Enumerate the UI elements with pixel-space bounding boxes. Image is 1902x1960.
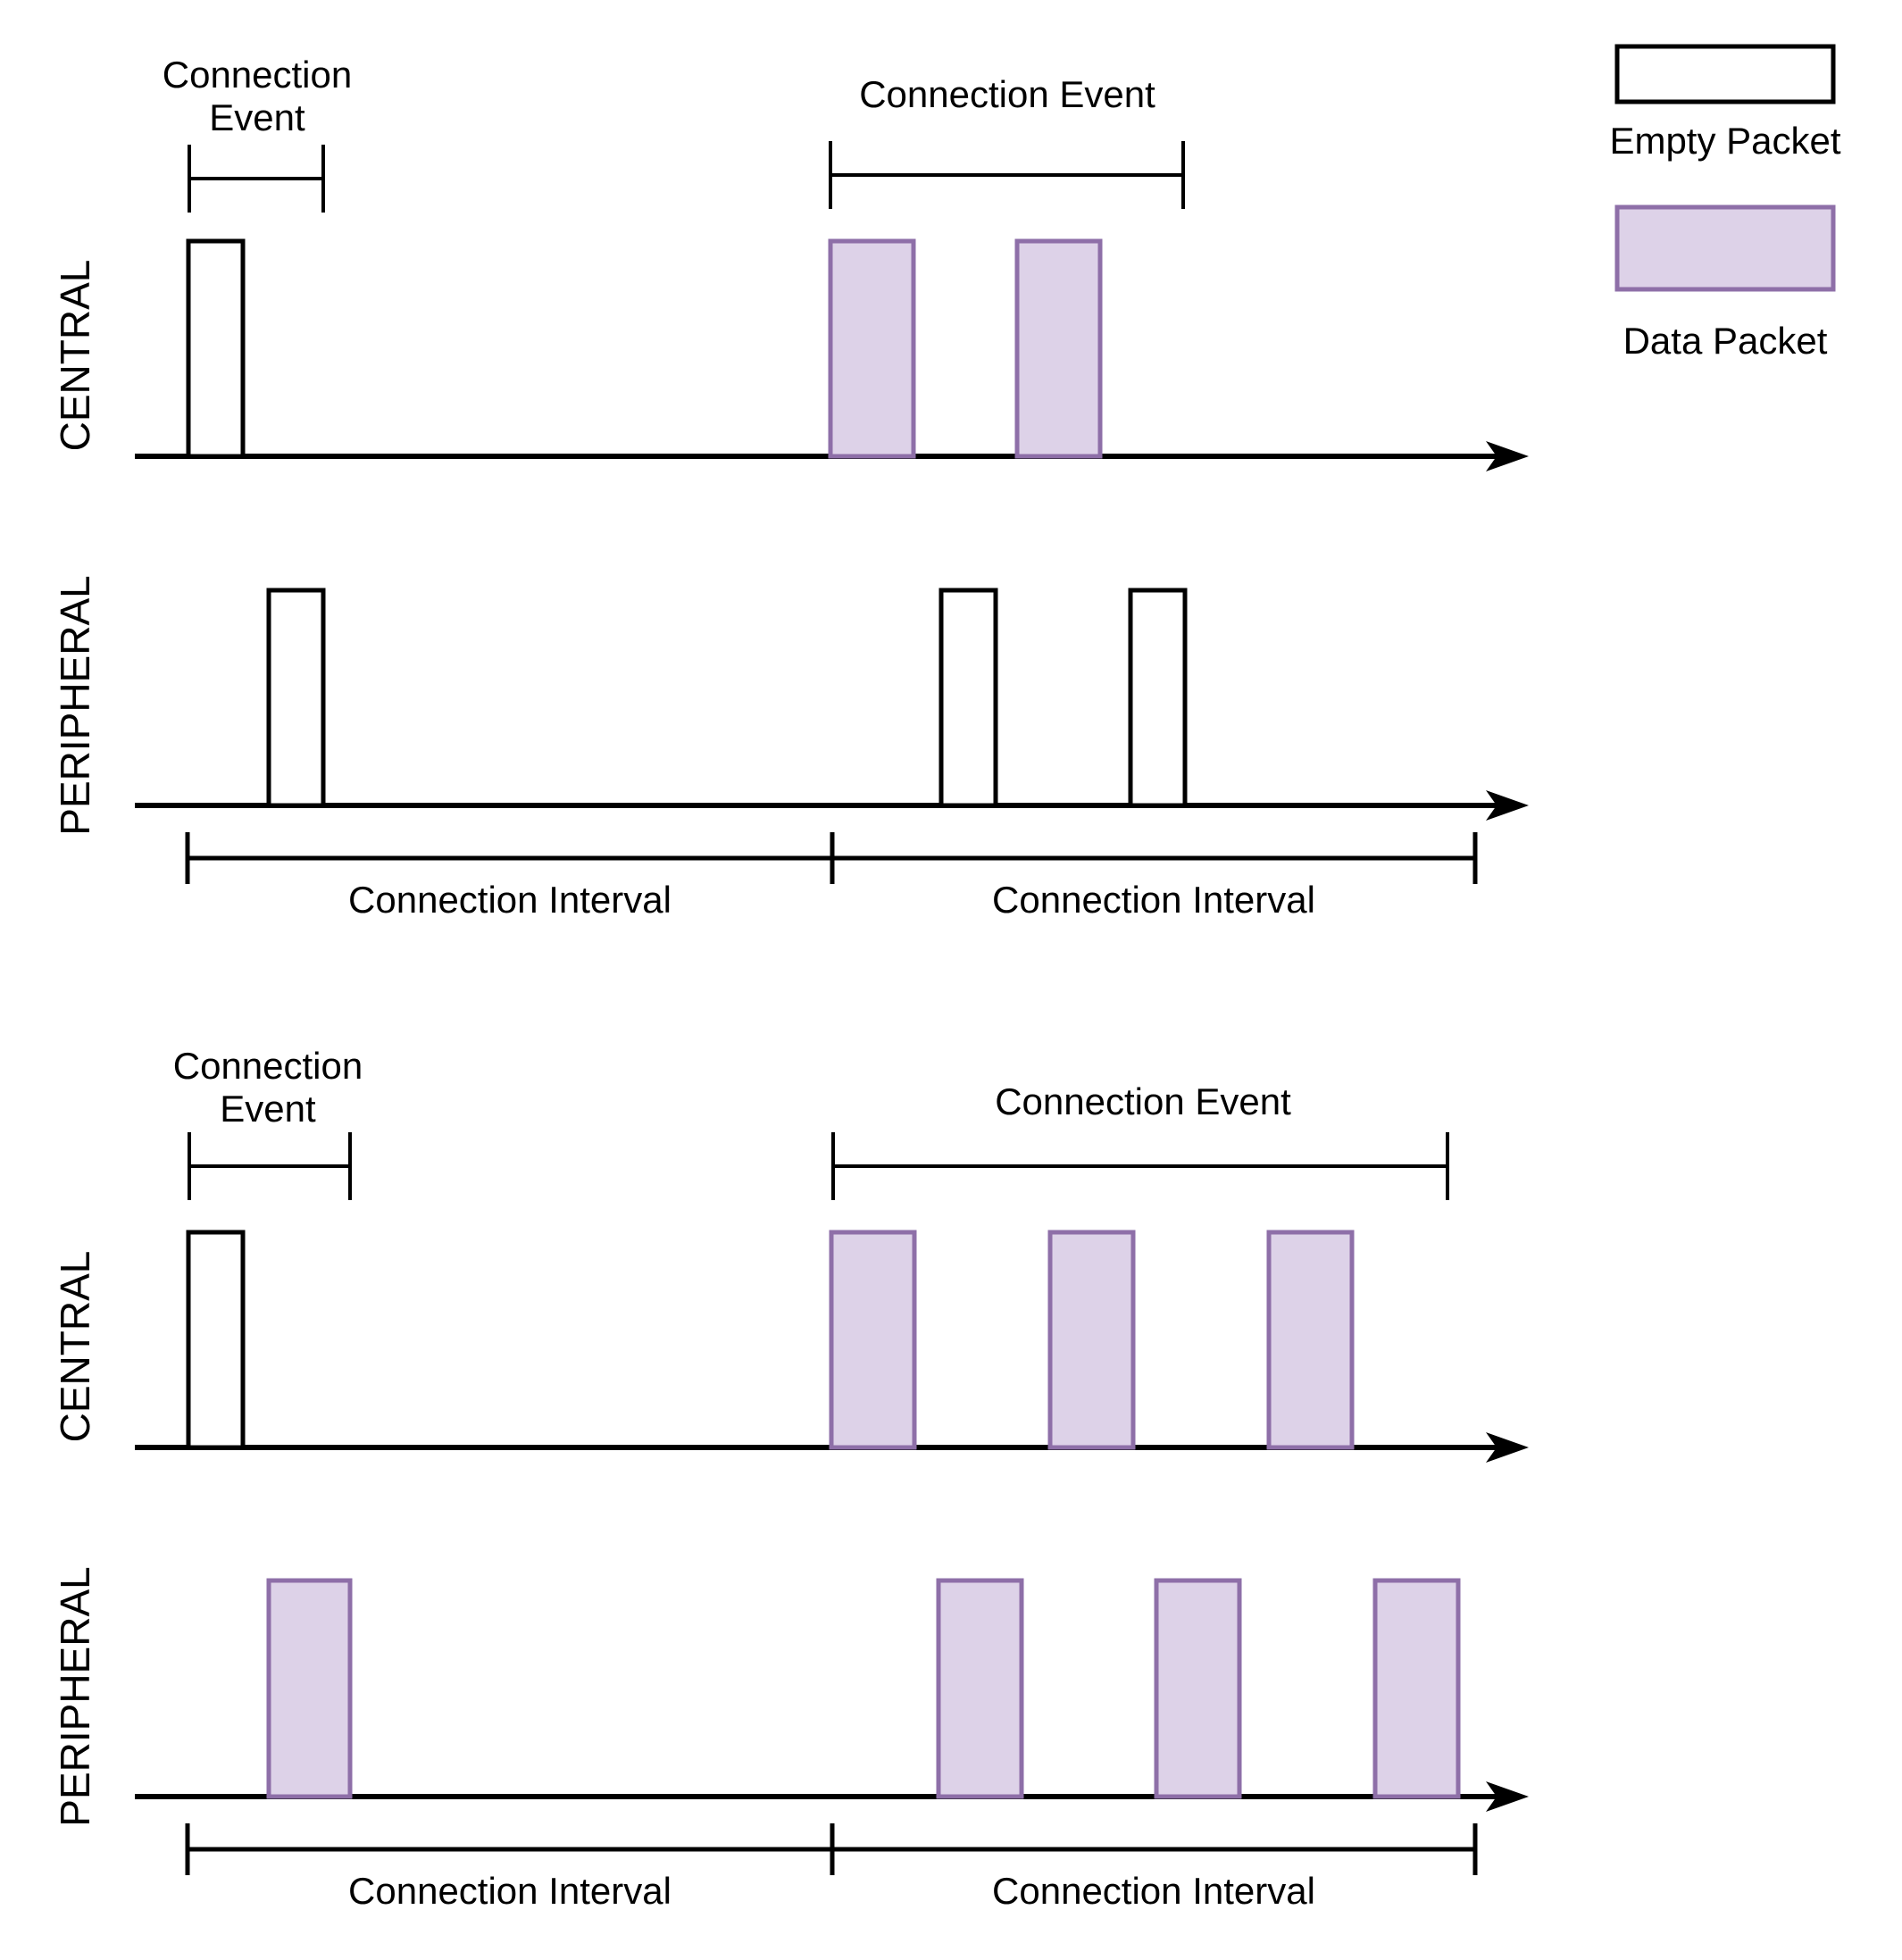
top-peripheral-row: PERIPHERAL [52,575,1529,836]
data-packet-pulse [266,1578,353,1799]
bottom-peripheral-row: PERIPHERAL [52,1566,1529,1827]
connection-event-label: Event [220,1088,316,1130]
connection-interval-label: Connection Interval [992,879,1315,921]
connection-event-label: Connection [163,54,352,96]
connection-interval-label: Connection Interval [348,879,672,921]
empty-packet-pulse [186,238,246,459]
top-peripheral-label: PERIPHERAL [52,575,98,835]
empty-packet-pulse [186,1230,246,1450]
connection-interval-label: Connection Interval [992,1870,1315,1912]
legend: Empty Packet Data Packet [1609,44,1841,362]
top-connection-event-2: Connection Event [829,73,1185,209]
bottom-peripheral-axis-arrowhead-icon [1486,1781,1529,1812]
legend-label-data-packet: Data Packet [1623,320,1828,362]
top-central-label: CENTRAL [52,260,98,452]
data-packet-pulse [1154,1578,1242,1799]
bottom-central-label: CENTRAL [52,1251,98,1443]
top-peripheral-axis-arrowhead-icon [1486,790,1529,821]
empty-packet-pulse [938,588,998,808]
data-packet-pulse [1014,238,1103,459]
legend-label-empty-packet: Empty Packet [1609,120,1840,162]
connection-event-label: Event [209,96,305,138]
legend-swatch-data-packet [1614,204,1836,292]
data-packet-pulse [828,238,916,459]
data-packet-pulse [829,1230,917,1450]
empty-packet-pulse [266,588,326,808]
data-packet-pulse [1047,1230,1136,1450]
connection-event-label: Connection [173,1045,363,1087]
connection-event-label: Connection Event [859,73,1155,115]
bottom-peripheral-label: PERIPHERAL [52,1566,98,1826]
data-packet-pulse [1266,1230,1355,1450]
top-central-axis-arrowhead-icon [1486,441,1529,471]
top-central-row: CENTRAL [52,238,1529,471]
connection-interval-label: Connection Interval [348,1870,672,1912]
bottom-connection-event-2: Connection Event [831,1080,1449,1200]
connection-event-label: Connection Event [995,1080,1291,1122]
data-packet-pulse [1372,1578,1461,1799]
bottom-connection-intervals: Connection Interval Connection Interval [185,1823,1478,1912]
legend-swatch-empty-packet [1614,44,1836,104]
bottom-central-axis-arrowhead-icon [1486,1432,1529,1463]
empty-packet-pulse [1128,588,1188,808]
bottom-central-row: CENTRAL [52,1230,1529,1463]
top-connection-intervals: Connection Interval Connection Interval [185,832,1478,921]
diagram-top: CENTRALPERIPHERALConnectionEventConnecti… [52,54,1529,921]
data-packet-pulse [936,1578,1024,1799]
